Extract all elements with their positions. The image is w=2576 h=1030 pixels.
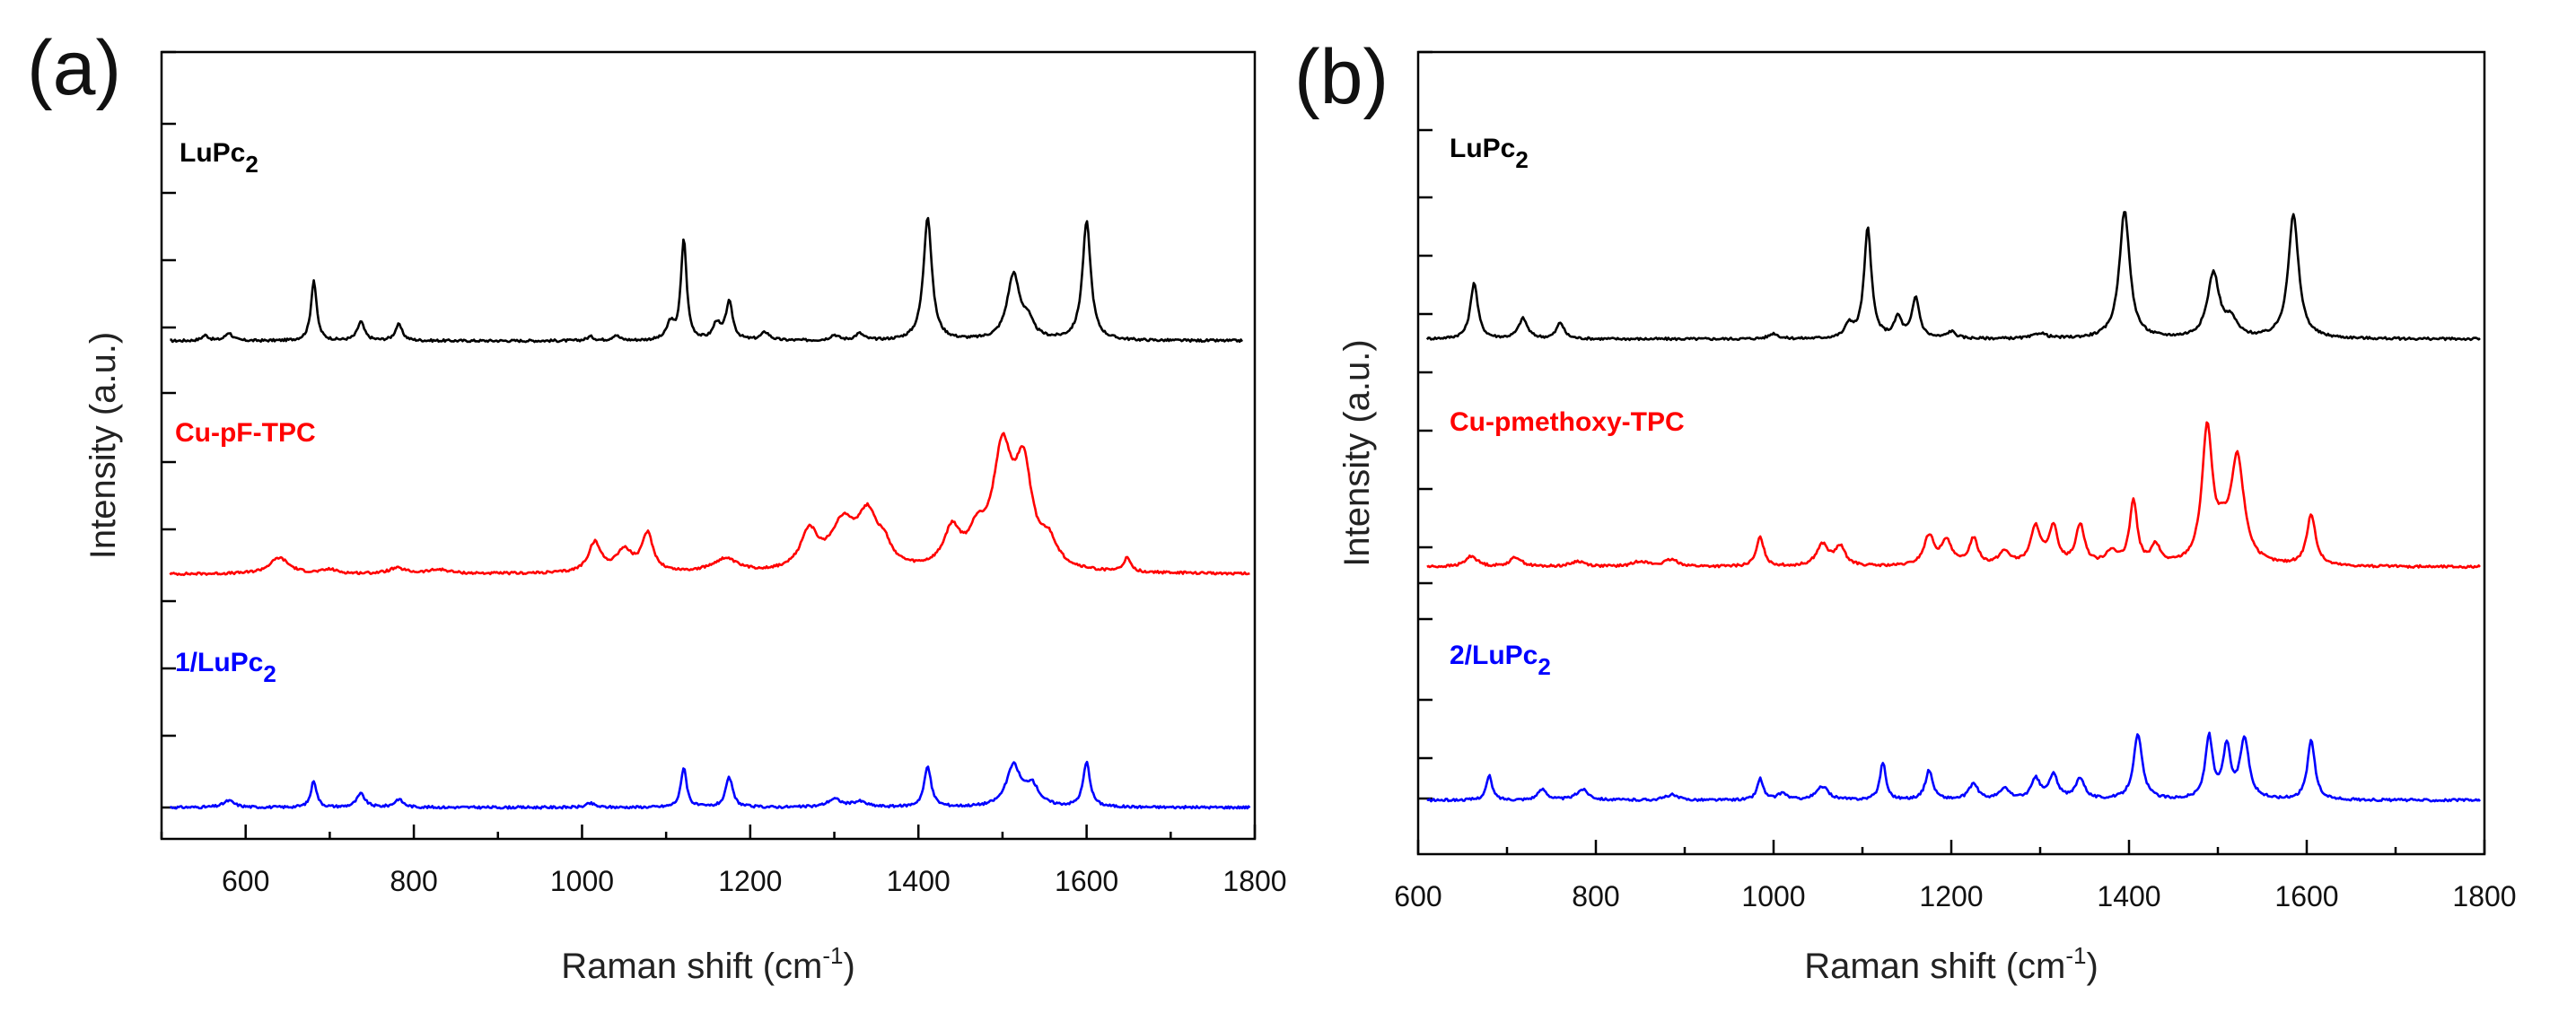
x-tick-label: 1800 <box>1222 865 1286 897</box>
x-tick-label: 800 <box>390 865 437 897</box>
panel-letter: (a) <box>27 25 121 111</box>
y-axis-title: Intensity (a.u.) <box>1337 339 1377 566</box>
x-axis-title: Raman shift (cm-1) <box>561 942 855 986</box>
series-label-1: LuPc2 <box>180 138 258 178</box>
x-tick-label: 600 <box>222 865 269 897</box>
x-tick-label: 800 <box>1572 880 1619 912</box>
x-tick-label: 1400 <box>2097 880 2160 912</box>
x-tick-label: 1200 <box>718 865 782 897</box>
panel-a: (a) 600 800 1000 1200 1400 1600 1800 Raman shift… <box>27 25 1287 986</box>
spectrum-line-2 <box>169 432 1250 577</box>
x-tick-label: 1000 <box>550 865 614 897</box>
plot-frame <box>160 50 1257 841</box>
raman-chart-b: (b) 600 800 1000 1200 1400 1600 1800 Raman shift… <box>1294 34 2517 986</box>
x-tick-label: 1600 <box>1055 865 1118 897</box>
spectrum-line-1 <box>170 216 1243 344</box>
spectrum-line-3 <box>1426 731 2482 803</box>
x-tick-label: 1600 <box>2274 880 2338 912</box>
x-axis-title: Raman shift (cm-1) <box>1804 942 2098 986</box>
x-tick-label: 600 <box>1394 880 1441 912</box>
spectrum-line-1 <box>1425 211 2481 342</box>
series-label-1: LuPc2 <box>1450 134 1529 173</box>
series-label-3: 2/LuPc2 <box>1450 641 1551 680</box>
x-tick-label: 1200 <box>1919 880 1983 912</box>
raman-chart-a: (a) 600 800 1000 1200 1400 1600 1800 Raman shift… <box>27 25 1287 986</box>
x-tick-label: 1400 <box>887 865 951 897</box>
x-tick-label: 1800 <box>2452 880 2516 912</box>
spectrum-line-3 <box>169 760 1251 810</box>
panel-b: (b) 600 800 1000 1200 1400 1600 1800 Raman shift… <box>1288 0 2576 1030</box>
series-label-3: 1/LuPc2 <box>175 648 276 687</box>
series-label-2: Cu-pmethoxy-TPC <box>1450 407 1685 437</box>
panel-letter: (b) <box>1294 34 1389 120</box>
series-label-2: Cu-pF-TPC <box>175 418 316 448</box>
x-tick-label: 1000 <box>1741 880 1805 912</box>
y-axis-title: Intensity (a.u.) <box>83 332 123 559</box>
plot-frame <box>1416 50 2486 856</box>
spectrum-line-2 <box>1426 421 2481 570</box>
